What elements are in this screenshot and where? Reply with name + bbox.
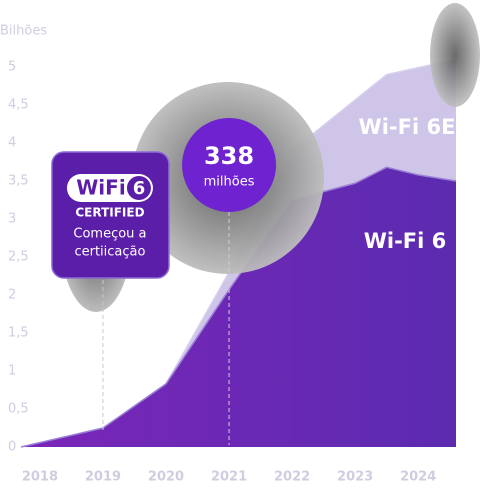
x-tick-label: 2022 <box>274 470 310 485</box>
decor-blob <box>430 3 480 107</box>
y-tick-label: 1 <box>8 364 16 379</box>
y-tick-label: 3,5 <box>8 174 29 189</box>
badge-logo-circle <box>126 176 151 200</box>
series-label: Wi-Fi 6 <box>364 229 447 253</box>
y-tick-label: 2 <box>8 288 16 303</box>
badge-text: CERTIFIED <box>75 206 144 220</box>
x-tick-label: 2019 <box>85 470 121 485</box>
badge-logo-number: 6 <box>133 178 146 199</box>
x-tick-label: 2021 <box>211 470 247 485</box>
stat-value: 338 <box>204 142 254 170</box>
badge-caption: Começou a <box>73 227 146 242</box>
area <box>21 167 456 447</box>
x-tick-label: 2024 <box>400 470 436 485</box>
x-tick-label: 2023 <box>337 470 373 485</box>
series-label: Wi-Fi 6E <box>359 115 456 139</box>
y-tick-label: 4 <box>8 136 16 151</box>
y-tick-label: 0,5 <box>8 402 29 417</box>
y-tick-label: 3 <box>8 212 16 227</box>
y-tick-label: 2,5 <box>8 250 29 265</box>
y-tick-label: 1,5 <box>8 326 29 341</box>
x-tick-label: 2018 <box>22 470 58 485</box>
y-tick-label: 0 <box>8 440 16 455</box>
stat-unit: milhões <box>204 175 255 190</box>
y-tick-label: 5 <box>8 60 16 75</box>
stat-circle <box>182 118 277 212</box>
y-axis-label: Bilhões <box>0 24 47 39</box>
badge-caption: certiicação <box>74 245 145 260</box>
badge-logo-text: WiFi <box>76 176 125 200</box>
y-tick-label: 4,5 <box>8 98 29 113</box>
x-tick-label: 2020 <box>148 470 184 485</box>
